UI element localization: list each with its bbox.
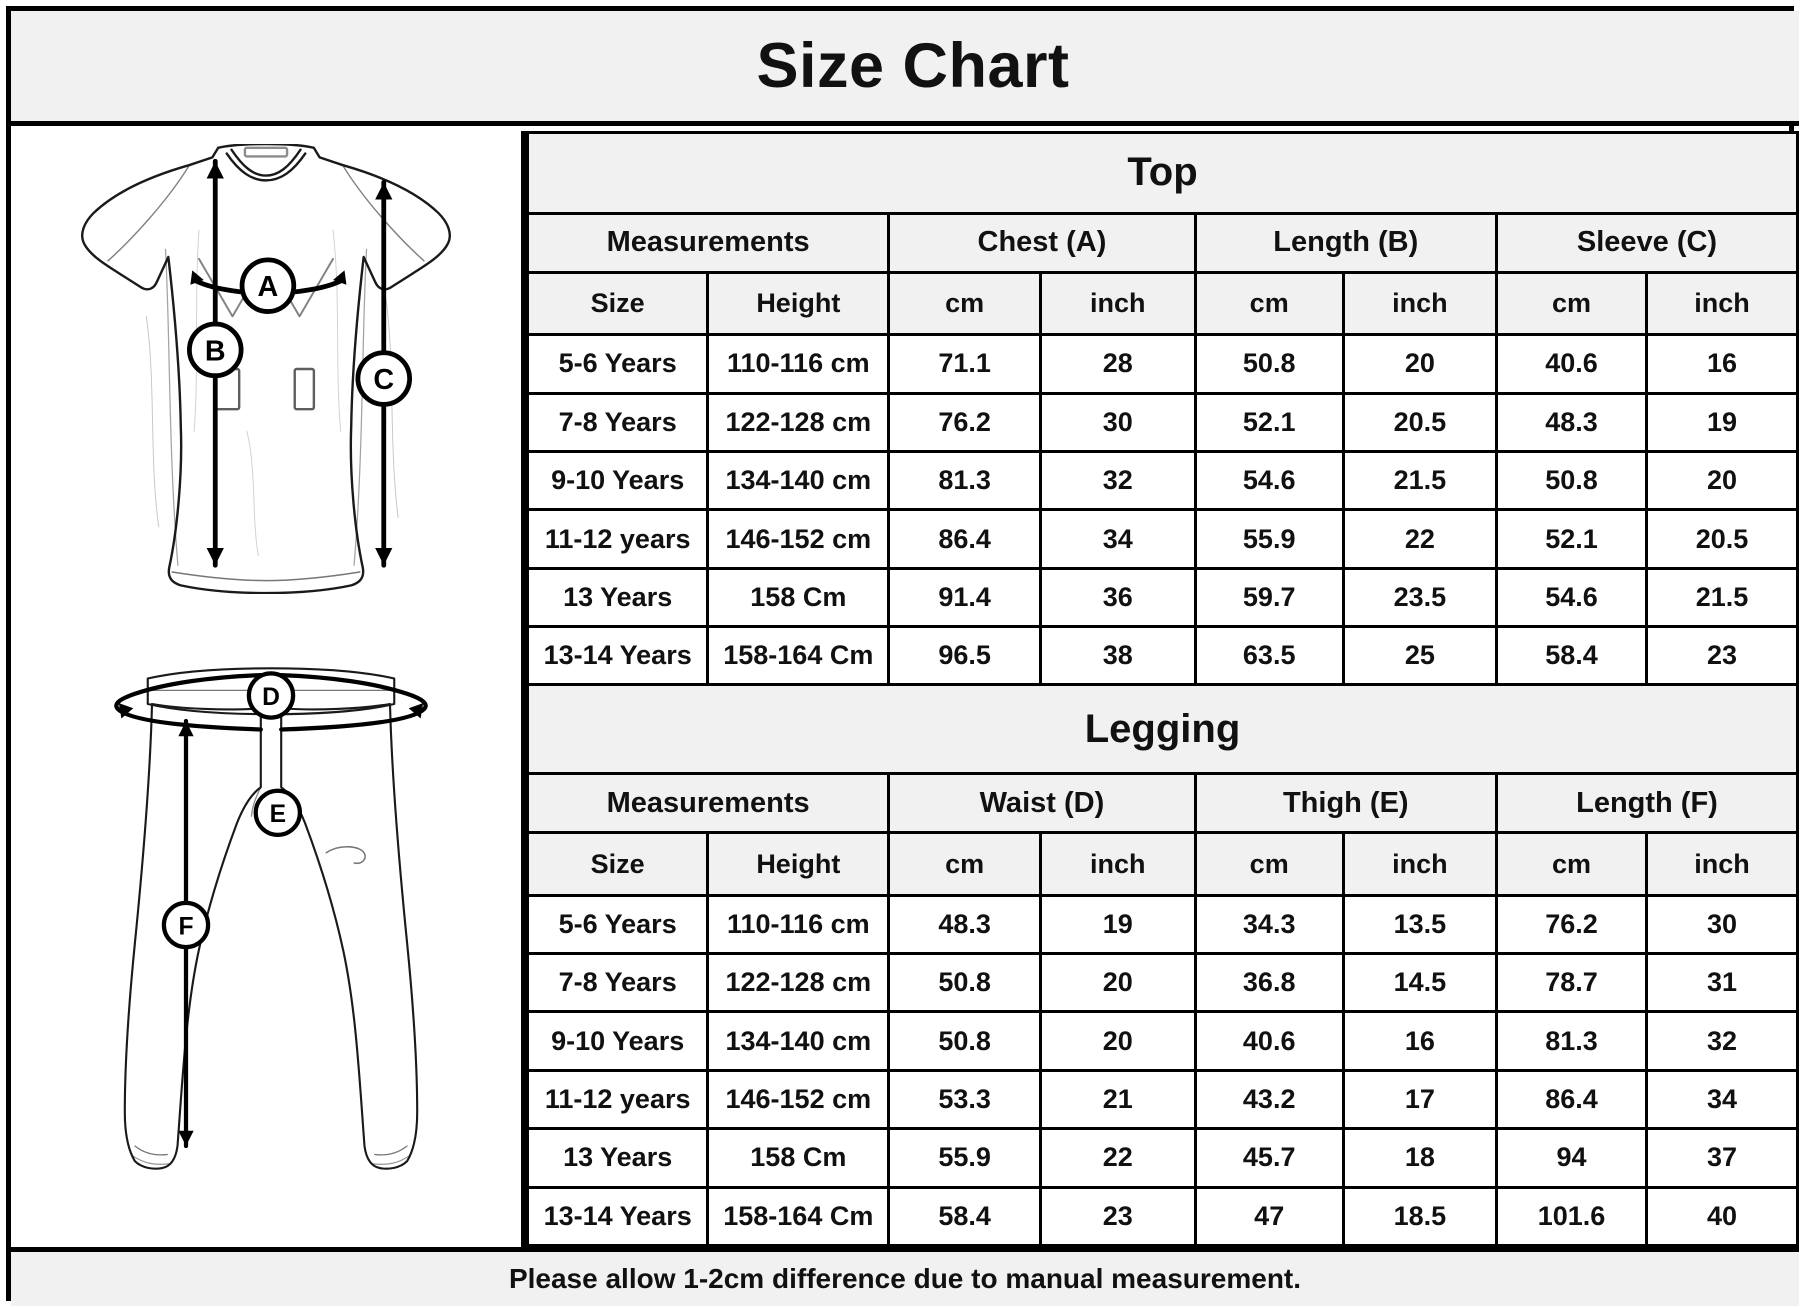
svg-text:C: C	[373, 364, 394, 396]
svg-text:E: E	[270, 801, 286, 828]
svg-text:F: F	[178, 913, 193, 940]
svg-text:A: A	[258, 271, 279, 303]
svg-text:D: D	[262, 684, 280, 711]
svg-text:B: B	[205, 335, 226, 367]
